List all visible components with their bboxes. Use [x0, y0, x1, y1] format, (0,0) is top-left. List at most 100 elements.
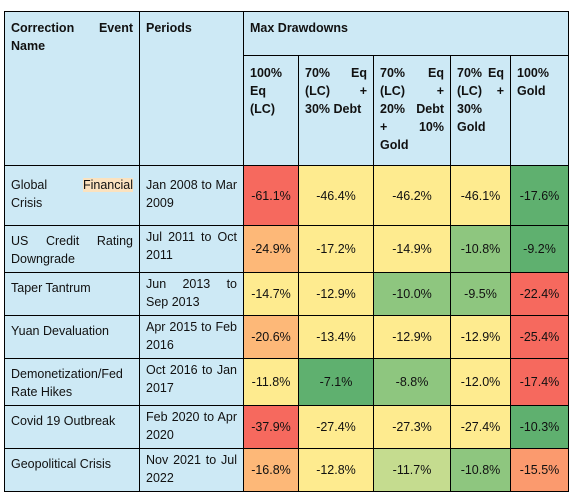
period-cell: Jun 2013 to Sep 2013 — [139, 272, 244, 316]
drawdown-value-cell: -46.4% — [298, 165, 374, 226]
drawdown-value: -46.2% — [392, 188, 432, 203]
period-text: Oct 2016 to Jan 2017 — [146, 363, 237, 395]
drawdown-value: -10.0% — [392, 287, 432, 301]
drawdown-value: -25.4% — [519, 330, 560, 344]
drawdown-value: -10.8% — [460, 242, 501, 256]
drawdown-value-cell: -7.1% — [298, 358, 374, 406]
table-row: US Credit Rating Downgrade Jul 2011 to Oc… — [4, 225, 569, 273]
drawdown-value-cell: -12.9% — [373, 315, 451, 359]
header-portfolio: 70% Eq (LC) + 20% Debt + 10% Gold — [373, 55, 451, 166]
drawdown-value-cell: -17.2% — [298, 225, 374, 273]
drawdown-value-cell: -37.9% — [243, 405, 299, 449]
event-name-text: Covid 19 Outbreak — [11, 414, 116, 428]
header-periods-text: Periods — [146, 21, 192, 35]
drawdown-value-cell: -61.1% — [243, 165, 299, 226]
event-name: Geopolitical Crisis — [6, 450, 139, 478]
drawdown-value-cell: -12.9% — [298, 272, 374, 316]
event-name-cell: Global Financial Crisis — [4, 165, 140, 226]
event-name-text: Taper Tantrum — [11, 281, 91, 295]
drawdown-value: -12.9% — [460, 330, 501, 344]
event-name-cell: Demonetization/Fed Rate Hikes — [4, 358, 140, 406]
table-row: Global Financial Crisis Jan 2008 to Mar 2… — [4, 165, 569, 226]
drawdown-value-cell: -12.0% — [450, 358, 511, 406]
period-text: Jun 2013 to Sep 2013 — [146, 277, 237, 309]
header-event-name-text: Correction Event Name — [11, 21, 133, 53]
drawdown-value-cell: -10.8% — [450, 225, 511, 273]
drawdown-value-cell: -20.6% — [243, 315, 299, 359]
table-row: Taper Tantrum Jun 2013 to Sep 2013 -14.7% -… — [4, 272, 569, 316]
drawdown-value: -27.4% — [460, 420, 501, 434]
header-max-drawdowns-text: Max Drawdowns — [250, 21, 348, 35]
event-name-cell: Yuan Devaluation — [4, 315, 140, 359]
event-name: Taper Tantrum — [6, 274, 139, 302]
drawdown-value: -10.3% — [519, 420, 560, 434]
event-name: US Credit Rating Downgrade — [6, 227, 139, 272]
event-name: Covid 19 Outbreak — [6, 407, 139, 435]
drawdown-value: -27.3% — [392, 420, 432, 434]
period-cell: Apr 2015 to Feb 2016 — [139, 315, 244, 359]
header-periods: Periods — [139, 11, 244, 166]
drawdown-value: -15.5% — [519, 463, 560, 477]
drawdown-value-cell: -25.4% — [510, 315, 569, 359]
drawdown-value: -14.7% — [251, 287, 291, 301]
event-name: Global Financial Crisis — [6, 167, 139, 217]
drawdown-value: -11.7% — [392, 463, 432, 477]
drawdown-value: -12.9% — [316, 287, 356, 301]
drawdown-value-cell: -27.3% — [373, 405, 451, 449]
header-portfolio-text: 70% Eq (LC) + 30% Debt — [305, 66, 367, 116]
header-portfolio-text: 100% Eq (LC) — [250, 66, 282, 116]
drawdown-value: -13.4% — [316, 330, 356, 344]
drawdown-value: -20.6% — [251, 330, 291, 344]
header-portfolio: 70% Eq (LC) + 30% Gold — [450, 55, 511, 166]
period-text: Jul 2011 to Oct 2011 — [146, 230, 237, 262]
header-portfolio: 100% Gold — [510, 55, 569, 166]
event-name-cell: Taper Tantrum — [4, 272, 140, 316]
drawdown-value-cell: -10.3% — [510, 405, 569, 449]
period-text: Apr 2015 to Feb 2016 — [146, 320, 237, 352]
drawdown-value: -14.9% — [392, 242, 432, 256]
table-row: Demonetization/Fed Rate Hikes Oct 2016 to… — [4, 358, 569, 406]
drawdown-value: -12.0% — [460, 375, 501, 389]
drawdown-value-cell: -9.5% — [450, 272, 511, 316]
drawdown-value-cell: -14.7% — [243, 272, 299, 316]
event-name: Yuan Devaluation — [6, 317, 139, 345]
event-name-cell: Covid 19 Outbreak — [4, 405, 140, 449]
drawdown-value: -17.2% — [316, 242, 356, 256]
event-name-text: Geopolitical Crisis — [11, 457, 112, 471]
drawdown-value-cell: -17.6% — [510, 165, 569, 226]
header-portfolio-text: 70% Eq (LC) + 30% Gold — [457, 66, 504, 134]
period-text: Nov 2021 to Jul 2022 — [146, 453, 237, 485]
event-name-text: Crisis — [11, 196, 43, 210]
event-name-cell: US Credit Rating Downgrade — [4, 225, 140, 273]
drawdown-value: -61.1% — [251, 188, 291, 203]
table-row: Yuan Devaluation Apr 2015 to Feb 2016 -20.… — [4, 315, 569, 359]
header-portfolio-text: 70% Eq (LC) + 20% Debt + 10% Gold — [380, 66, 444, 152]
drawdown-value: -9.2% — [523, 242, 556, 256]
drawdown-value: -9.5% — [464, 287, 497, 301]
period-cell: Jul 2011 to Oct 2011 — [139, 225, 244, 273]
drawdown-value-cell: -22.4% — [510, 272, 569, 316]
drawdown-value: -24.9% — [251, 242, 291, 256]
drawdown-value: -12.8% — [316, 463, 356, 477]
period-cell: Feb 2020 to Apr 2020 — [139, 405, 244, 449]
drawdown-value: -16.8% — [251, 463, 291, 477]
drawdown-value: -17.6% — [519, 188, 560, 203]
drawdown-value-cell: -14.9% — [373, 225, 451, 273]
drawdown-value-cell: -24.9% — [243, 225, 299, 273]
drawdown-value-cell: -27.4% — [450, 405, 511, 449]
drawdown-value: -7.1% — [319, 375, 353, 389]
header-max-drawdowns: Max Drawdowns — [243, 11, 569, 56]
drawdown-value-cell: -46.1% — [450, 165, 511, 226]
period-text: Jan 2008 to Mar 2009 — [146, 178, 237, 210]
table-row: Covid 19 Outbreak Feb 2020 to Apr 2020 -37… — [4, 405, 569, 449]
period-cell: Jan 2008 to Mar 2009 — [139, 165, 244, 226]
drawdown-value: -11.8% — [251, 375, 291, 389]
header-event-name: Correction Event Name — [4, 11, 140, 166]
drawdown-value-cell: -17.4% — [510, 358, 569, 406]
drawdown-value: -8.8% — [395, 375, 429, 389]
drawdown-value: -17.4% — [519, 375, 560, 389]
drawdown-value-cell: -11.8% — [243, 358, 299, 406]
header-portfolio-text: 100% Gold — [517, 66, 549, 98]
drawdown-value-cell: -12.9% — [450, 315, 511, 359]
event-name-highlight: Financial — [82, 178, 133, 192]
